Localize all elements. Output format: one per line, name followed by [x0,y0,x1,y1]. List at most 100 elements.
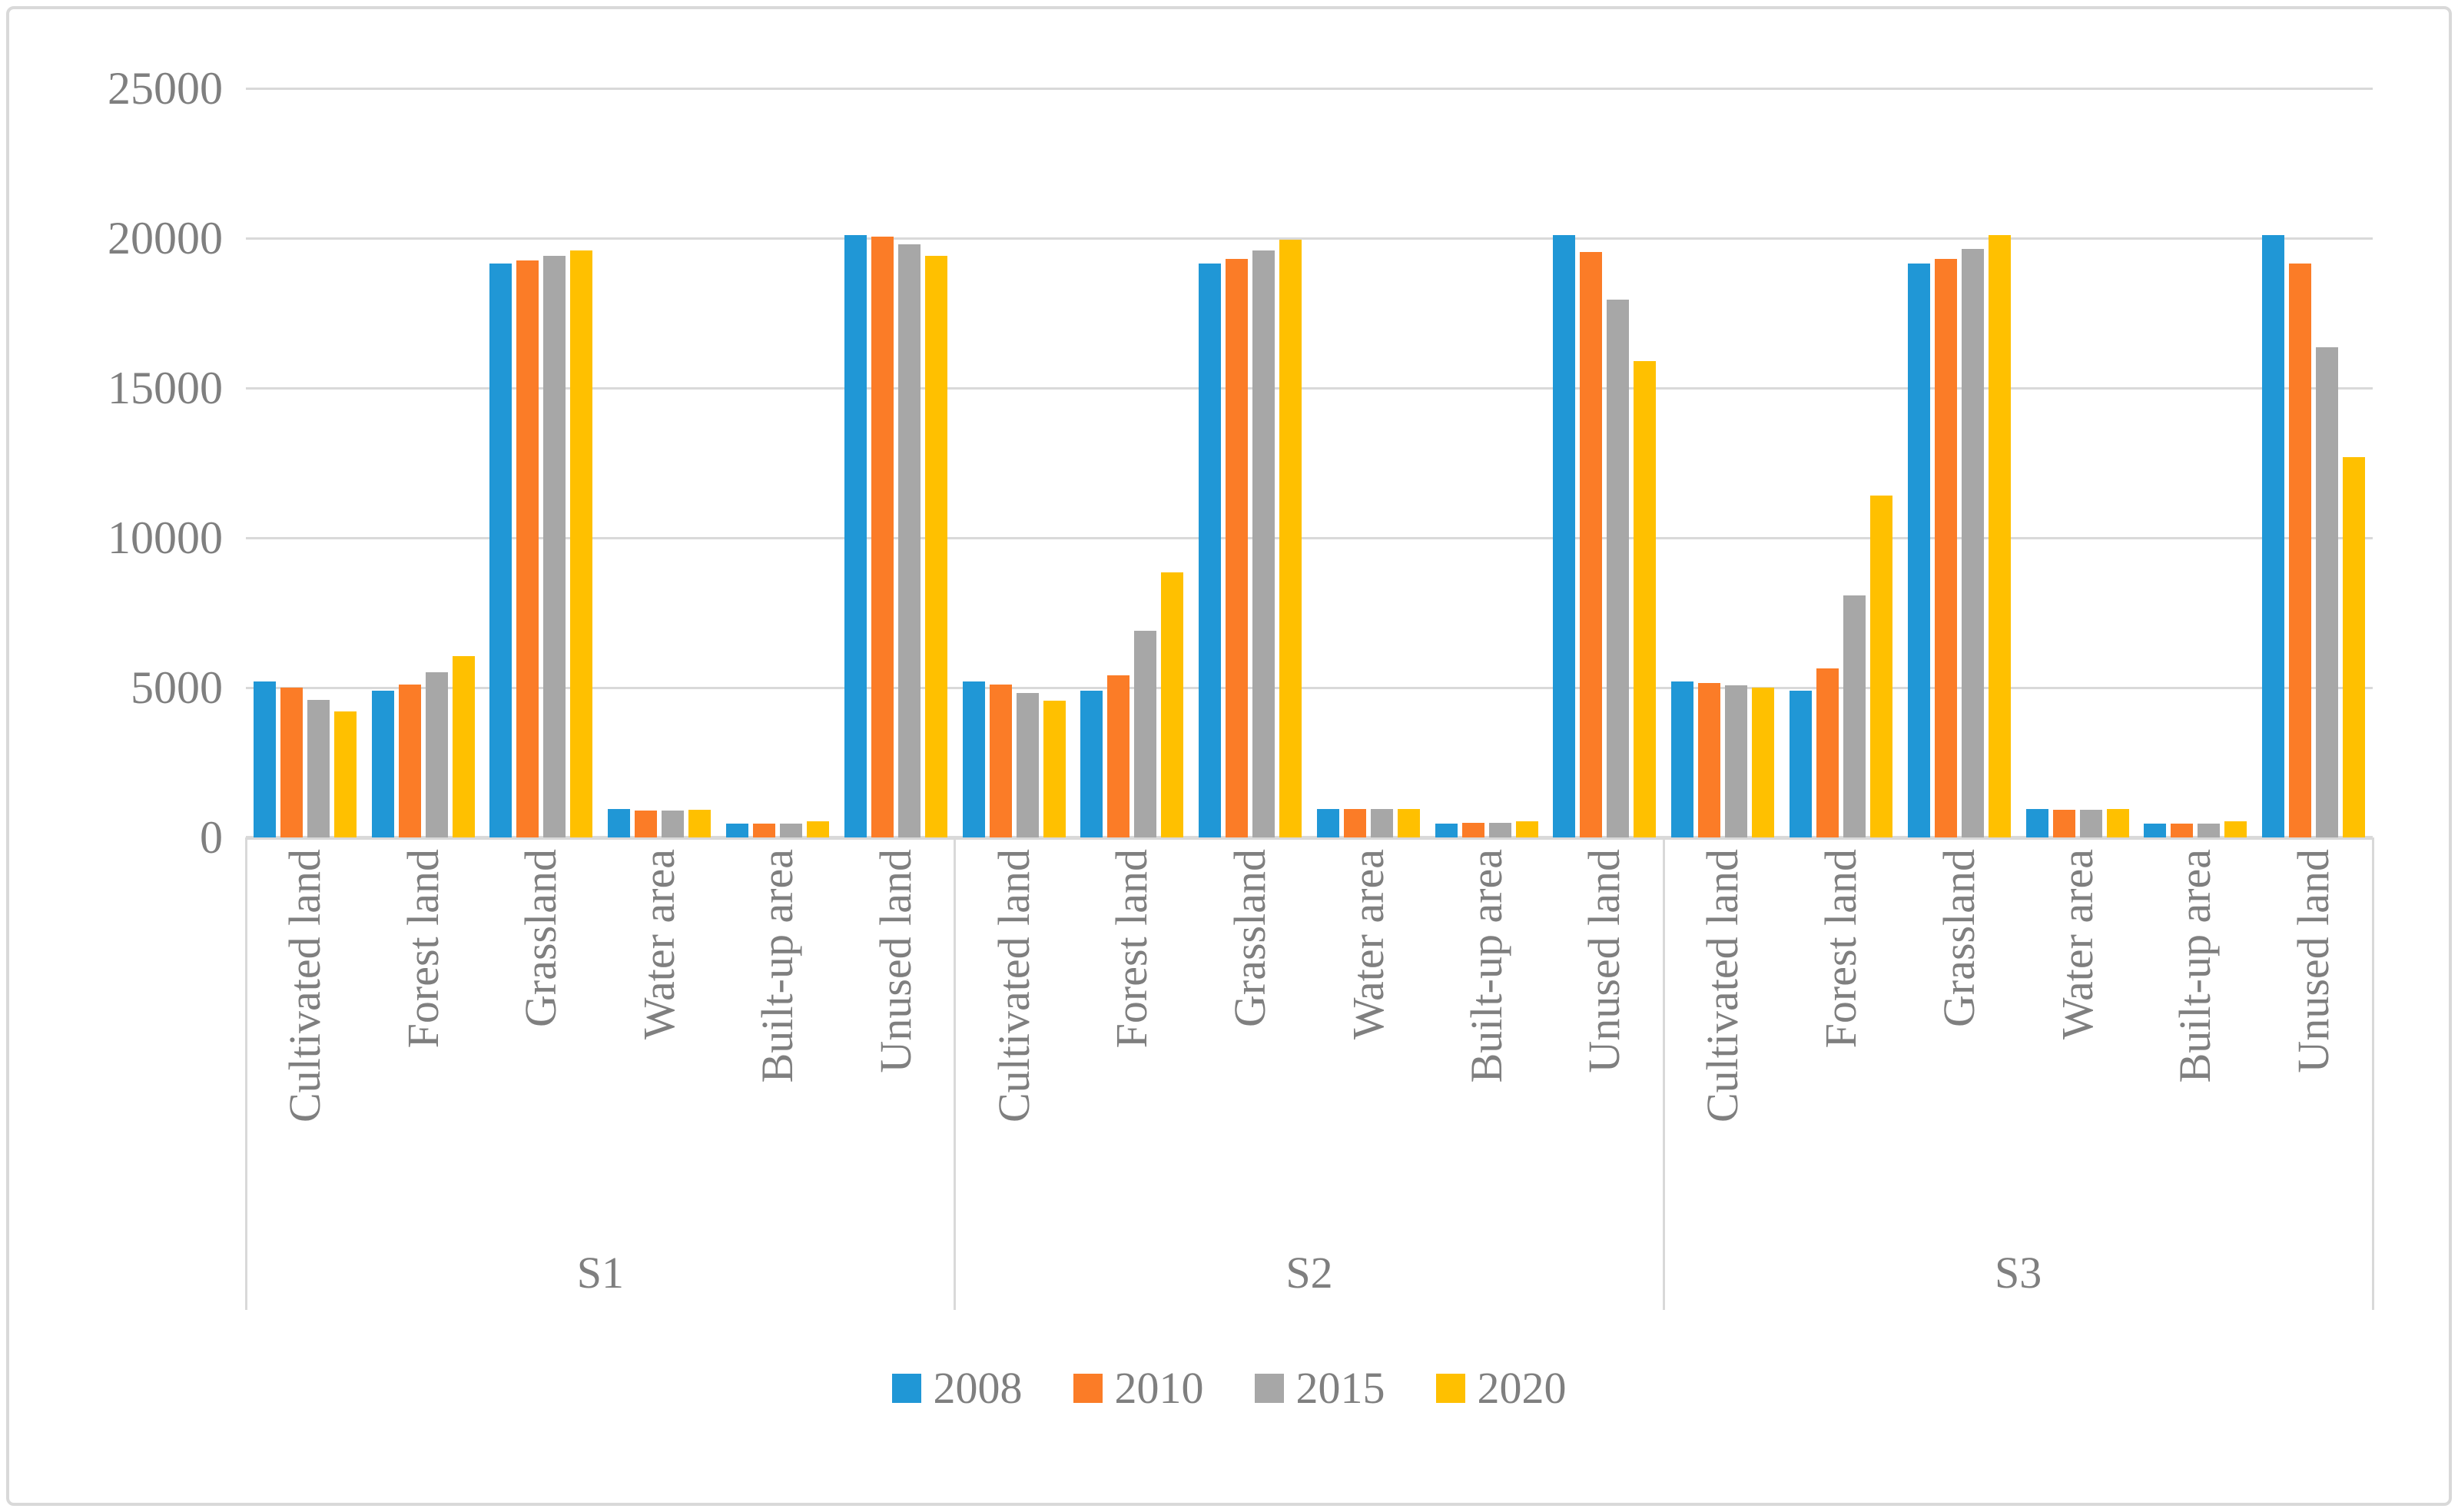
panel-S3 [1664,88,2373,837]
bar-S2-2010 [1343,809,1366,837]
category-label: Forest land [1106,849,1157,1049]
bar-S1-2008 [371,691,394,837]
bar-S3-2015 [1725,685,1748,837]
category-label: Cultivated land [1697,849,1748,1122]
category-label-box: Unused land [869,849,923,1264]
gridline-5000 [246,687,2373,689]
category-label: Built-up area [752,849,802,1083]
bar-S2-2015 [1016,693,1039,837]
legend-label: 2020 [1477,1363,1567,1413]
legend-item-2015: 2015 [1254,1363,1385,1413]
bar-group-S3-built-up-area [2136,821,2254,837]
category-label-box: Cultivated land [1696,849,1750,1264]
bar-S3-2015 [2079,810,2102,837]
bar-group-S1-built-up-area [718,821,837,837]
gridline-25000 [246,88,2373,90]
bar-S1-2015 [780,824,803,837]
bar-group-S1-unused-land [837,235,955,837]
bar-group-S1-water-area [600,809,718,837]
category-label: Built-up area [2170,849,2221,1083]
category-label: Water area [634,849,685,1040]
category-label-box: Water area [632,849,686,1264]
category-label-box: Forest land [1105,849,1159,1264]
bar-S3-2020 [1752,688,1775,837]
legend: 2008 2010 2015 2020 [0,1366,2458,1411]
bar-S2-2015 [1134,631,1157,837]
category-label-box: Forest land [396,849,450,1264]
y-tick-label: 5000 [131,662,223,713]
bar-S3-2015 [2316,347,2339,837]
bar-S2-2010 [1461,823,1484,837]
bar-group-S2-unused-land [1546,235,1664,837]
y-tick-label: 15000 [108,363,223,413]
legend-label: 2015 [1295,1363,1385,1413]
bar-group-S1-forest-land [364,656,483,837]
bar-S1-2020 [333,711,357,837]
bar-S3-2010 [1698,683,1721,837]
panel-S1 [246,88,955,837]
bar-group-S3-forest-land [1782,496,1900,837]
bar-S3-2010 [1816,668,1839,837]
bar-S2-2015 [1607,300,1630,837]
bar-S3-2020 [2224,821,2247,837]
legend-swatch-icon [891,1374,921,1403]
legend-swatch-icon [1254,1374,1284,1403]
category-label-box: Unused land [2287,849,2340,1264]
gridline-20000 [246,237,2373,240]
legend-label: 2010 [1114,1363,1204,1413]
bar-S1-2008 [844,235,867,837]
legend-item-2010: 2010 [1073,1366,1204,1411]
bar-S1-2015 [897,244,921,837]
y-tick-label: 0 [200,812,223,863]
bar-S3-2008 [1671,681,1694,837]
bar-S2-2008 [1316,809,1339,837]
category-label-box: Water area [2051,849,2105,1264]
category-label: Forest land [397,849,448,1049]
bar-S2-2020 [1515,821,1538,837]
category-label-box: Cultivated land [278,849,332,1264]
bar-S1-2020 [807,821,830,837]
bar-group-S2-built-up-area [1428,821,1546,837]
bar-S2-2010 [1107,675,1130,837]
bar-S3-2010 [2289,264,2312,837]
bar-S3-2020 [2343,457,2366,837]
gridline-15000 [246,387,2373,390]
category-label: Grassland [516,849,566,1027]
bar-S3-2015 [2198,824,2221,837]
bar-group-S1-cultivated-land [246,681,364,837]
bar-S2-2010 [1226,259,1249,837]
category-label: Unused land [870,849,921,1073]
bar-S1-2015 [543,256,566,837]
bar-S2-2008 [1199,264,1222,837]
bar-group-S3-water-area [2018,809,2137,837]
category-label-box: Cultivated land [987,849,1041,1264]
legend-swatch-icon [1073,1374,1103,1403]
bar-S1-2020 [452,656,475,837]
bar-S3-2020 [1870,496,1893,837]
bar-S2-2010 [989,685,1012,837]
bar-S3-2008 [2262,235,2285,837]
bar-S2-2020 [1161,572,1184,837]
gridline-10000 [246,537,2373,539]
y-tick-label: 10000 [108,512,223,563]
bar-group-S1-grassland [483,250,601,837]
bar-S2-2020 [1043,701,1066,837]
bar-S2-2008 [962,681,985,837]
panel-label-S1: S1 [576,1248,624,1298]
category-label-box: Built-up area [751,849,804,1264]
bar-S1-2008 [608,809,631,837]
bar-S1-2008 [489,264,512,837]
bar-S1-2008 [253,681,276,837]
category-label-box: Forest land [1814,849,1868,1264]
category-label: Unused land [2288,849,2339,1073]
bar-group-S3-unused-land [2254,235,2373,837]
bar-S2-2015 [1488,823,1511,837]
category-axis-separator [2371,837,2374,1310]
bar-group-S3-cultivated-land [1664,681,1782,837]
bar-S3-2008 [2025,809,2048,837]
bar-S2-2015 [1370,809,1393,837]
bar-S2-2008 [1553,235,1576,837]
category-label-box: Water area [1342,849,1395,1264]
bar-S3-2010 [2171,824,2194,837]
